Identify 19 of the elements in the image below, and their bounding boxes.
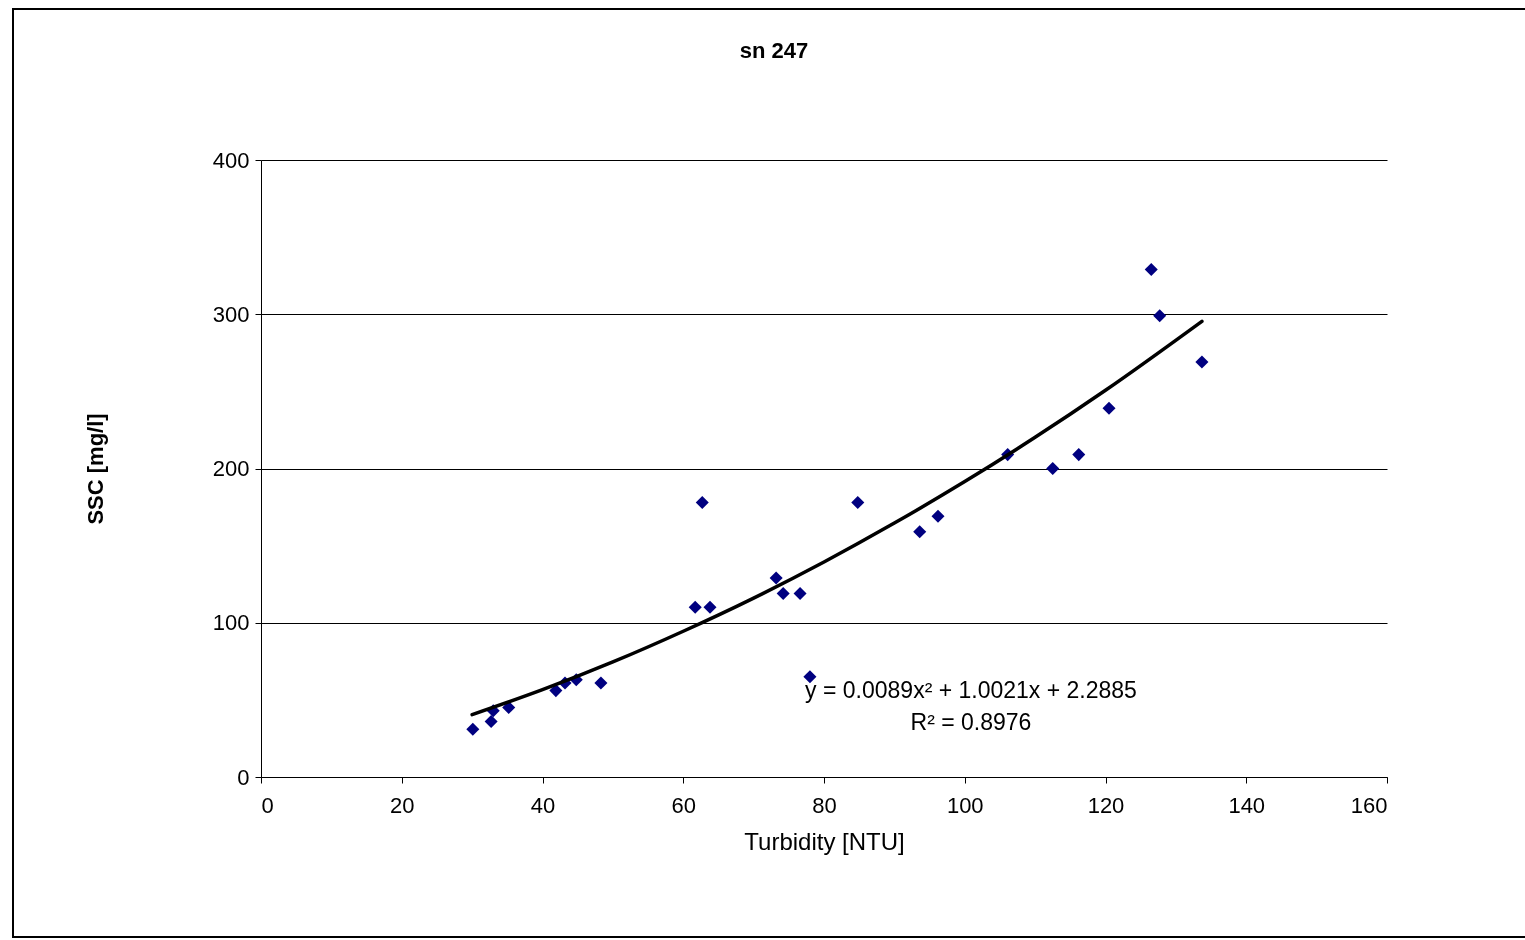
x-axis-title: Turbidity [NTU] [744, 827, 905, 855]
x-tick-label: 120 [1087, 792, 1125, 818]
y-axis-title: SSC [mg/l] [82, 413, 108, 525]
x-tick-label: 0 [261, 792, 274, 818]
x-tick-label: 80 [812, 792, 837, 818]
annotation: R² = 0.8976 [910, 709, 1032, 735]
y-tick-label: 200 [212, 456, 250, 481]
y-tick-label: 300 [212, 301, 250, 327]
x-tick-label: 140 [1228, 792, 1266, 818]
y-tick-label: 0 [237, 764, 250, 790]
x-tick-label: 40 [530, 792, 556, 818]
annotation: y = 0.0089x² + 1.0021x + 2.2885 [805, 677, 1137, 703]
chart-title: sn 247 [739, 38, 809, 63]
x-tick-label: 160 [1350, 792, 1388, 818]
y-tick-label: 400 [212, 147, 250, 173]
x-tick-label: 100 [946, 792, 984, 818]
y-tick-label: 100 [212, 610, 250, 636]
x-tick-label: 60 [671, 792, 696, 818]
x-tick-label: 20 [390, 792, 415, 818]
